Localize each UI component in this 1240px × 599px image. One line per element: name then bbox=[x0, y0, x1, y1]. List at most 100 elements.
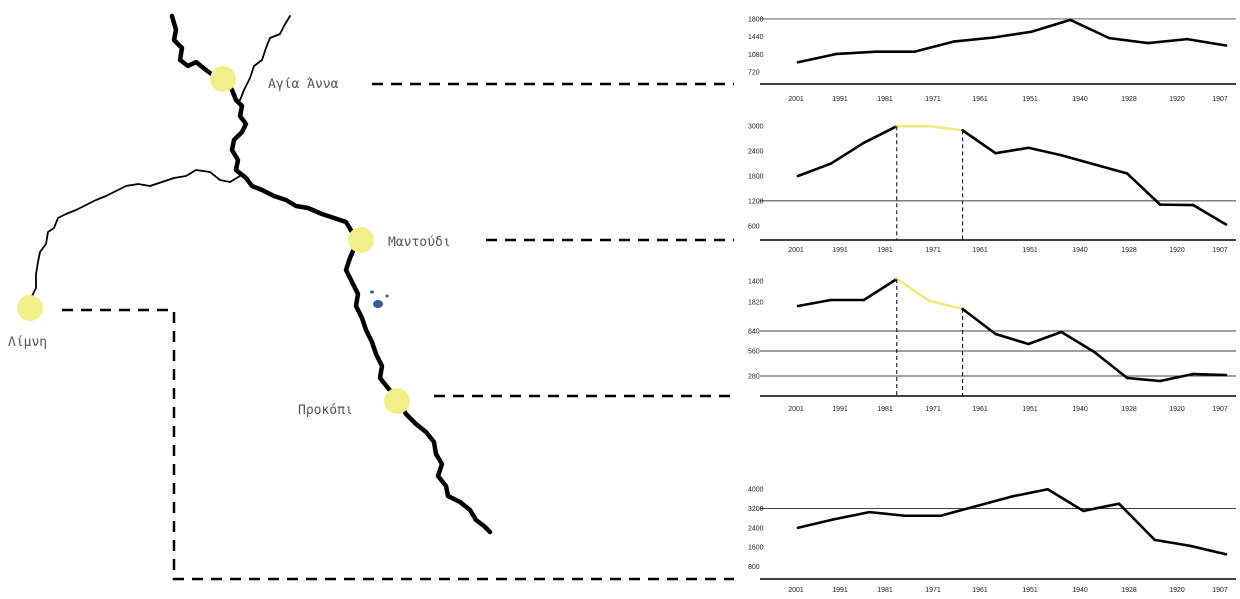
connector-limni bbox=[62, 308, 734, 581]
chart-1: 2001 1991 1981 1971 1961 1951 1940 1928 1920 1907… bbox=[748, 16, 1236, 103]
main-river bbox=[169, 13, 493, 535]
chart-1-x-tick-label: 1981 bbox=[877, 96, 893, 103]
chart-4-x-tick-label: 1981 bbox=[877, 587, 893, 594]
chart-3-series-segment bbox=[1093, 350, 1129, 380]
chart-4-x-tick-label: 1971 bbox=[925, 587, 941, 594]
chart-1-y-tick-label: 1800 bbox=[748, 16, 764, 23]
chart-2-series-segment bbox=[928, 124, 964, 132]
town-marker-agia-anna[interactable] bbox=[210, 66, 236, 92]
chart-1-series-segment bbox=[1069, 18, 1111, 40]
chart-2-series-segment bbox=[994, 146, 1030, 155]
chart-3-series-segment bbox=[862, 277, 899, 302]
chart-4-x-tick-label: 1991 bbox=[832, 587, 848, 594]
chart-2-x-tick-label: 1907 bbox=[1212, 247, 1228, 254]
chart-3-series-segment bbox=[928, 299, 964, 311]
chart-1-y-tick-label: 720 bbox=[748, 70, 760, 77]
chart-3-x-tick-label: 1920 bbox=[1169, 406, 1185, 413]
chart-1-series-segment bbox=[1146, 37, 1189, 45]
chart-4-x-tick-label: 2001 bbox=[788, 587, 804, 594]
chart-3-series-segment bbox=[961, 307, 997, 336]
town-label-mantoudi: Μαντούδι bbox=[388, 235, 451, 250]
chart-4-y-tick-label: 1600 bbox=[748, 545, 764, 552]
chart-4-series-segment bbox=[796, 518, 835, 530]
town-marker-mantoudi[interactable] bbox=[348, 227, 374, 253]
chart-1-x-tick-label: 1961 bbox=[972, 96, 988, 103]
chart-3-series-segment bbox=[1191, 372, 1228, 377]
chart-4-series-segment bbox=[1117, 502, 1156, 542]
chart-1-x-tick-label: 1971 bbox=[925, 96, 941, 103]
chart-1-series-segment bbox=[913, 40, 955, 53]
chart-3-series-segment bbox=[1125, 376, 1162, 383]
chart-1-x-tick-label: 1951 bbox=[1022, 96, 1038, 103]
chart-2-series-segment bbox=[1093, 163, 1129, 175]
chart-4-series-segment bbox=[1153, 538, 1192, 548]
chart-3-x-tick-label: 1907 bbox=[1212, 406, 1228, 413]
chart-2-series-segment bbox=[1060, 153, 1096, 166]
tributary-west bbox=[29, 169, 241, 307]
chart-1-series-segment bbox=[1107, 36, 1150, 45]
chart-4-series-segment bbox=[868, 510, 907, 518]
chart-2-series-segment bbox=[862, 124, 899, 145]
chart-2-x-tick-label: 1961 bbox=[972, 247, 988, 254]
chart-4-x-tick-label: 1920 bbox=[1169, 587, 1185, 594]
chart-4-series-segment bbox=[939, 504, 978, 518]
chart-3-series-segment bbox=[1158, 372, 1195, 383]
chart-1-series-segment bbox=[1030, 18, 1072, 34]
chart-2-y-tick-label: 1800 bbox=[748, 174, 764, 181]
chart-3-x-tick-label: 1928 bbox=[1121, 406, 1137, 413]
connectors bbox=[62, 82, 734, 581]
chart-2-series-segment bbox=[1191, 203, 1228, 226]
town-markers bbox=[17, 66, 410, 414]
chart-4-series-segment bbox=[1082, 502, 1121, 513]
chart-3-series-segment bbox=[994, 332, 1030, 346]
chart-2-x-tick-label: 1951 bbox=[1022, 247, 1038, 254]
chart-4-series-segment bbox=[1046, 487, 1085, 513]
town-marker-limni[interactable] bbox=[17, 295, 43, 321]
chart-3-series-segment bbox=[1027, 330, 1063, 346]
chart-2-series-segment bbox=[1125, 172, 1162, 206]
chart-1-y-tick-label: 1080 bbox=[748, 52, 764, 59]
chart-3-x-tick-label: 2001 bbox=[788, 406, 804, 413]
chart-3-x-tick-label: 1981 bbox=[877, 406, 893, 413]
chart-3-y-tick-label: 840 bbox=[748, 329, 760, 336]
chart-2-x-tick-label: 1920 bbox=[1169, 247, 1185, 254]
chart-2-x-tick-label: 2001 bbox=[788, 247, 804, 254]
chart-3-series-segment bbox=[1060, 330, 1096, 354]
chart-4-series-segment bbox=[975, 495, 1014, 508]
chart-3-x-tick-label: 1961 bbox=[972, 406, 988, 413]
chart-4-x-tick-label: 1928 bbox=[1121, 587, 1137, 594]
chart-4-y-tick-label: 2400 bbox=[748, 525, 764, 532]
town-marker-prokopi[interactable] bbox=[384, 388, 410, 414]
chart-4-y-tick-label: 800 bbox=[748, 564, 760, 571]
chart-4-x-tick-label: 1907 bbox=[1212, 587, 1228, 594]
chart-4-x-tick-label: 1940 bbox=[1072, 587, 1088, 594]
chart-3: 2001 1991 1981 1971 1961 1951 1940 1928 1920 1907… bbox=[748, 277, 1236, 413]
chart-1-x-tick-label: 1920 bbox=[1169, 96, 1185, 103]
chart-4: 2001 1991 1981 1971 1961 1951 1940 1928 1920 1907… bbox=[748, 487, 1236, 594]
chart-4-series-segment bbox=[1189, 544, 1228, 556]
charts: 2001 1991 1981 1971 1961 1951 1940 1928 1920 1907… bbox=[748, 16, 1236, 594]
town-label-prokopi: Προκόπι bbox=[298, 403, 353, 418]
chart-3-x-tick-label: 1951 bbox=[1022, 406, 1038, 413]
chart-1-series-segment bbox=[952, 36, 994, 43]
chart-2-series-segment bbox=[796, 162, 833, 178]
town-label-limni: Λίμνη bbox=[8, 335, 47, 350]
chart-2-y-tick-label: 600 bbox=[748, 223, 760, 230]
chart-2-x-tick-label: 1981 bbox=[877, 247, 893, 254]
chart-2-series-segment bbox=[961, 129, 997, 155]
chart-2-x-tick-label: 1991 bbox=[832, 247, 848, 254]
chart-1-series-segment bbox=[991, 30, 1033, 39]
chart-3-x-tick-label: 1940 bbox=[1072, 406, 1088, 413]
chart-1-x-tick-label: 1928 bbox=[1121, 96, 1137, 103]
town-label-agia-anna: Αγία Άννα bbox=[268, 77, 339, 92]
chart-1-x-tick-label: 1907 bbox=[1212, 96, 1228, 103]
chart-2-x-tick-label: 1940 bbox=[1072, 247, 1088, 254]
chart-2-y-tick-label: 3000 bbox=[748, 124, 764, 131]
chart-1-x-tick-label: 2001 bbox=[788, 96, 804, 103]
chart-2-x-tick-label: 1971 bbox=[925, 247, 941, 254]
tributary-northeast bbox=[239, 15, 291, 101]
lake bbox=[370, 290, 389, 308]
chart-4-y-tick-label: 4000 bbox=[748, 487, 764, 494]
chart-4-x-tick-label: 1951 bbox=[1022, 587, 1038, 594]
chart-1-x-tick-label: 1991 bbox=[832, 96, 848, 103]
